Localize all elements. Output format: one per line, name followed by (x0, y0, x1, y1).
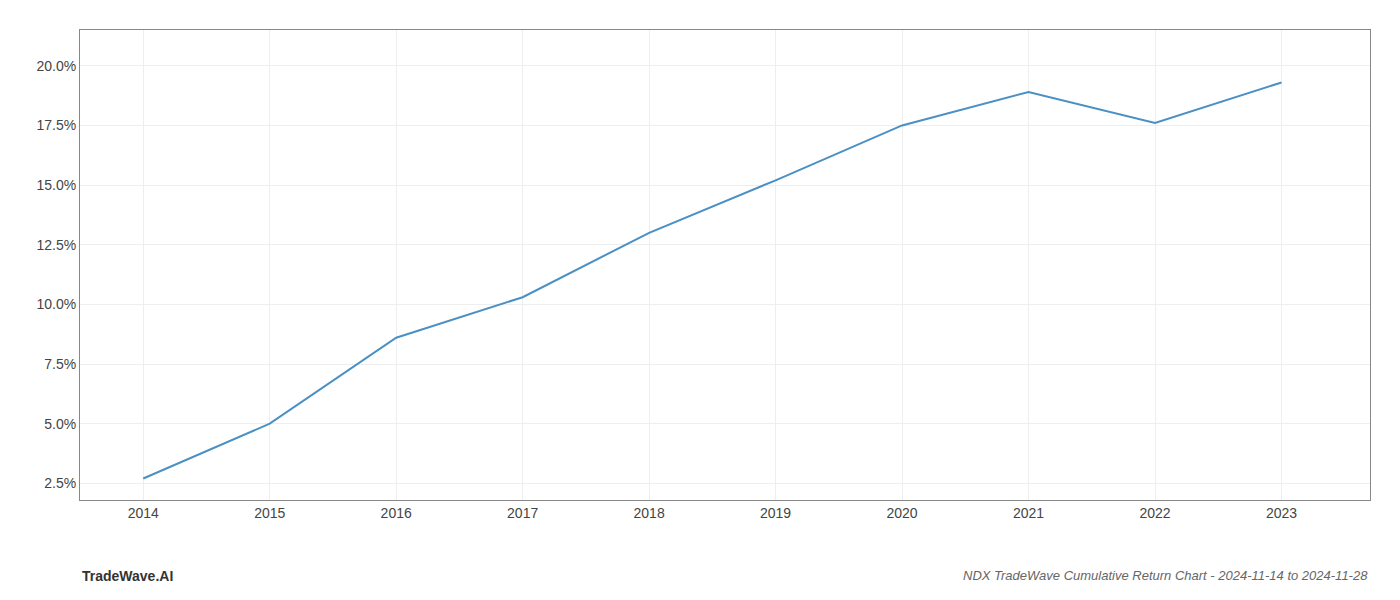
svg-text:5.0%: 5.0% (44, 416, 76, 432)
svg-text:2022: 2022 (1139, 505, 1170, 521)
svg-text:2016: 2016 (381, 505, 412, 521)
svg-text:17.5%: 17.5% (36, 117, 76, 133)
svg-text:2015: 2015 (254, 505, 285, 521)
svg-text:2021: 2021 (1013, 505, 1044, 521)
svg-text:NDX TradeWave Cumulative Retur: NDX TradeWave Cumulative Return Chart - … (963, 568, 1368, 583)
svg-text:12.5%: 12.5% (36, 237, 76, 253)
svg-text:2017: 2017 (507, 505, 538, 521)
svg-text:10.0%: 10.0% (36, 296, 76, 312)
svg-text:7.5%: 7.5% (44, 356, 76, 372)
svg-text:2019: 2019 (760, 505, 791, 521)
svg-text:2.5%: 2.5% (44, 475, 76, 491)
svg-text:2023: 2023 (1266, 505, 1297, 521)
svg-text:2018: 2018 (634, 505, 665, 521)
svg-text:15.0%: 15.0% (36, 177, 76, 193)
svg-text:20.0%: 20.0% (36, 58, 76, 74)
svg-text:2020: 2020 (886, 505, 917, 521)
svg-text:2014: 2014 (128, 505, 159, 521)
svg-text:TradeWave.AI: TradeWave.AI (82, 568, 173, 584)
